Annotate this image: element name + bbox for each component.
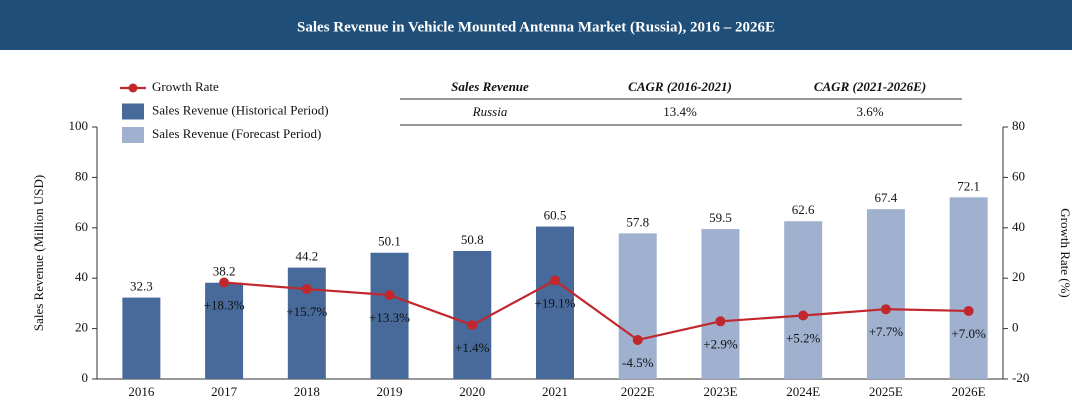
growth-marker [963,305,974,316]
growth-label: +18.3% [204,297,245,312]
x-tick-label: 2017 [211,384,238,399]
bar [784,221,823,379]
y2-tick-label: 60 [1012,168,1025,183]
legend-marker [128,83,138,93]
growth-label: +15.7% [286,304,327,319]
x-tick-label: 2022E [621,384,655,399]
y-tick-label: 40 [75,269,88,284]
bar [205,282,244,379]
growth-marker [798,310,809,321]
growth-label: +2.9% [703,336,738,351]
y2-tick-label: 0 [1012,320,1019,335]
x-tick-label: 2018 [294,384,320,399]
bar [370,252,409,379]
y-tick-label: 80 [75,168,88,183]
x-tick-label: 2019 [377,384,403,399]
x-tick-label: 2025E [869,384,903,399]
y2-axis-label: Growth Rate (%) [1058,208,1072,298]
growth-marker [384,290,395,301]
y-tick-label: 20 [75,320,88,335]
table-header: Sales Revenue [451,79,529,94]
x-tick-label: 2021 [542,384,568,399]
table-cell: Russia [472,104,508,119]
y-tick-label: 60 [75,219,88,234]
x-tick-label: 2024E [786,384,820,399]
y-axis-label: Sales Revenue (Million USD) [31,175,46,331]
growth-marker [301,284,312,295]
table-cell: 13.4% [663,104,697,119]
growth-marker [467,320,478,331]
bar [453,250,492,379]
x-tick-label: 2016 [128,384,155,399]
growth-marker [219,277,230,288]
table-header: CAGR (2021-2026E) [814,79,926,94]
bar [536,226,574,379]
legend-swatch [122,103,144,120]
y2-tick-label: -20 [1012,370,1029,385]
y-tick-label: 0 [82,370,89,385]
x-tick-label: 2026E [952,384,986,399]
bar-value-label: 50.1 [378,234,401,249]
bar-value-label: 44.2 [295,249,318,264]
growth-marker [715,316,726,327]
bar-value-label: 32.3 [130,279,153,294]
growth-label: +7.0% [951,326,986,341]
bar-value-label: 62.6 [792,202,815,217]
growth-label: -4.5% [622,355,654,370]
bar-value-label: 57.8 [626,214,649,229]
header-bar [0,0,1072,50]
growth-marker [550,275,560,286]
legend-label: Sales Revenue (Historical Period) [152,102,329,117]
growth-marker [632,334,643,345]
y2-tick-label: 40 [1012,219,1025,234]
growth-label: +19.1% [535,295,576,310]
bar-value-label: 59.5 [709,210,732,225]
bar [122,297,161,379]
bar-value-label: 72.1 [957,178,980,193]
growth-label: +1.4% [455,340,490,355]
bar-value-label: 38.2 [213,264,236,279]
legend-swatch [122,127,144,143]
growth-label: +5.2% [786,330,821,345]
bar [701,229,740,379]
x-tick-label: 2023E [703,384,737,399]
legend-label: Growth Rate [152,79,219,94]
x-tick-label: 2020 [459,384,485,399]
legend-label: Sales Revenue (Forecast Period) [152,126,321,141]
bar [866,209,905,379]
growth-label: +13.3% [369,310,410,325]
bar [618,233,657,379]
bar-value-label: 67.4 [875,190,898,205]
bar-value-label: 50.8 [461,232,484,247]
y2-tick-label: 80 [1012,118,1025,133]
table-header: CAGR (2016-2021) [628,79,732,94]
bar [949,197,988,379]
growth-label: +7.7% [869,324,904,339]
y-tick-label: 100 [69,118,89,133]
growth-line [224,279,969,342]
y2-tick-label: 20 [1012,269,1025,284]
bar-value-label: 60.5 [544,208,567,223]
growth-marker [880,304,891,315]
chart-title: Sales Revenue in Vehicle Mounted Antenna… [297,19,775,35]
table-cell: 3.6% [856,104,883,119]
